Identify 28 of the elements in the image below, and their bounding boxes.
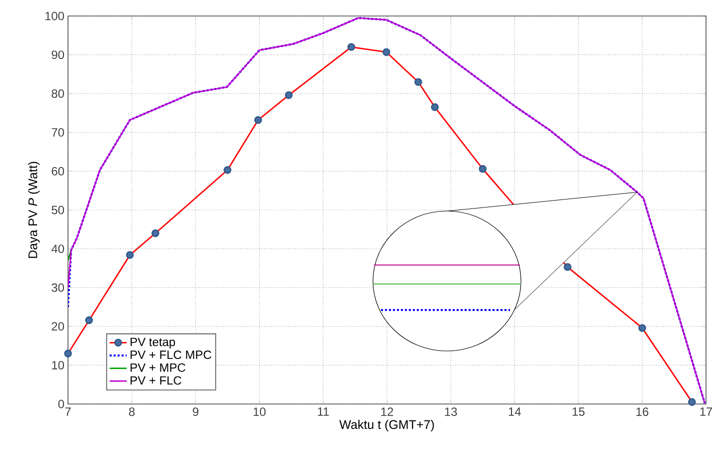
y-tick-label: 0 bbox=[58, 400, 64, 408]
y-tick-label: 50 bbox=[52, 206, 64, 214]
x-tick-label: 10 bbox=[254, 408, 266, 416]
legend-label: PV tetap bbox=[130, 338, 176, 349]
legend-label: PV + FLC bbox=[130, 376, 182, 385]
y-tick-label: 100 bbox=[45, 12, 64, 20]
y-tick-label: 60 bbox=[52, 166, 64, 176]
y-tick-label: 10 bbox=[52, 360, 64, 370]
y-tick-label: 80 bbox=[52, 89, 64, 98]
x-axis-title: Waktu t (GMT+7) bbox=[339, 420, 434, 432]
x-tick-label: 9 bbox=[192, 408, 198, 416]
x-tick-label: 15 bbox=[572, 408, 585, 416]
y-tick-label: 20 bbox=[52, 322, 64, 331]
x-tick-label: 8 bbox=[128, 408, 135, 416]
x-tick-label: 7 bbox=[65, 408, 71, 416]
y-axis-title: Daya PV P (Watt) bbox=[28, 162, 40, 258]
y-tick-label: 30 bbox=[52, 283, 64, 292]
x-tick-label: 17 bbox=[700, 408, 712, 416]
x-tick-label: 13 bbox=[445, 408, 457, 416]
x-tick-label: 12 bbox=[381, 408, 394, 416]
legend-label: PV + FLC MPC bbox=[130, 350, 212, 359]
y-tick-label: 90 bbox=[52, 50, 64, 60]
y-tick-label: 40 bbox=[51, 244, 64, 254]
x-tick-label: 14 bbox=[508, 408, 521, 416]
y-tick-label: 70 bbox=[52, 128, 64, 137]
x-tick-label: 11 bbox=[318, 408, 329, 416]
x-tick-label: 16 bbox=[636, 408, 648, 416]
legend-label: PV + MPC bbox=[130, 363, 186, 372]
